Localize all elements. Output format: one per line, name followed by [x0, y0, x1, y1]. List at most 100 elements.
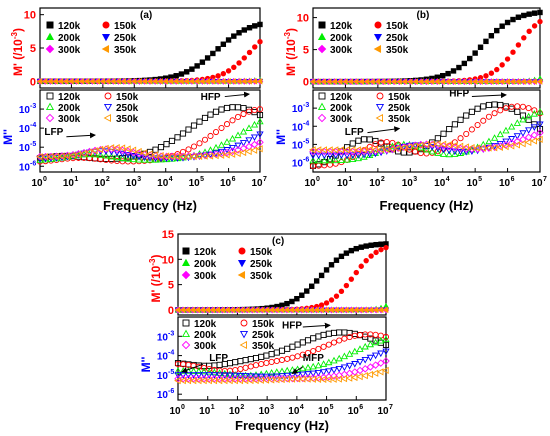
- bottom-legend-marker: [317, 102, 327, 111]
- bottom-point-150k: [315, 162, 322, 169]
- top-legend-label: 120k: [194, 247, 217, 258]
- bottom-point-120k: [355, 137, 362, 144]
- bottom-legend-marker: [182, 319, 190, 327]
- bottom-point-200k: [200, 367, 208, 375]
- top-point-120k: [318, 272, 325, 279]
- top-point-150k: [494, 66, 500, 73]
- top-point-150k: [225, 68, 232, 74]
- bottom-point-350k: [228, 150, 236, 158]
- bottom-point-200k: [96, 151, 105, 158]
- x-tick-label: 10: [531, 178, 543, 189]
- bottom-point-200k: [508, 122, 516, 130]
- bottom-point-200k: [502, 126, 510, 134]
- bottom-point-250k: [335, 365, 343, 373]
- bottom-point-150k: [531, 107, 538, 114]
- top-point-120k: [363, 243, 369, 249]
- bottom-point-120k: [232, 359, 239, 366]
- top-legend-marker: [373, 44, 382, 54]
- bottom-point-200k: [239, 127, 248, 135]
- bottom-point-250k: [124, 151, 132, 159]
- bottom-point-120k: [196, 118, 203, 125]
- bottom-legend-label: 200k: [330, 103, 353, 114]
- bottom-point-300k: [250, 140, 259, 149]
- x-tick-label: 10: [337, 178, 349, 189]
- bottom-point-150k: [315, 345, 322, 353]
- bottom-point-200k: [304, 363, 312, 371]
- bottom-point-250k: [221, 372, 229, 380]
- x-tick-label: 10: [199, 406, 211, 417]
- bottom-point-250k: [299, 371, 307, 379]
- bottom-point-150k: [294, 353, 301, 360]
- top-legend-marker: [101, 44, 110, 54]
- bottom-point-350k: [513, 141, 520, 149]
- bottom-legend-marker: [181, 329, 191, 337]
- top-legend-label: 300k: [330, 45, 353, 56]
- bottom-legend-marker: [239, 340, 248, 350]
- bottom-legend-marker: [375, 113, 383, 123]
- bottom-point-300k: [239, 144, 248, 153]
- annotation-hfp: HFP: [282, 321, 302, 332]
- x-tick-exponent: 0: [316, 176, 320, 183]
- bottom-point-200k: [330, 356, 338, 364]
- bottom-point-200k: [107, 152, 116, 160]
- bottom-point-150k: [330, 339, 338, 346]
- top-legend-marker: [237, 259, 247, 268]
- bottom-y-tick-label: 10: [292, 122, 304, 133]
- bottom-point-120k: [247, 356, 254, 363]
- bottom-point-200k: [371, 338, 380, 346]
- top-legend-label: 250k: [114, 33, 137, 44]
- bottom-point-120k: [201, 114, 209, 121]
- bottom-point-250k: [525, 127, 533, 134]
- bottom-point-250k: [456, 148, 465, 156]
- bottom-point-300k: [513, 137, 522, 146]
- top-legend-marker: [45, 32, 55, 41]
- top-legend-marker: [46, 21, 54, 29]
- x-tick-exponent: 0: [43, 176, 47, 183]
- bottom-legend-marker: [375, 103, 385, 112]
- bottom-point-150k: [321, 162, 328, 169]
- top-y-axis-label-tail: ): [11, 28, 25, 32]
- bottom-point-150k: [310, 347, 317, 355]
- bottom-point-120k: [315, 333, 322, 340]
- bottom-point-300k: [536, 129, 544, 137]
- top-point-150k: [348, 276, 355, 282]
- bottom-point-350k: [212, 152, 219, 160]
- top-legend-marker: [317, 44, 327, 54]
- bottom-point-150k: [491, 110, 498, 117]
- x-tick-label: 10: [377, 406, 389, 417]
- bottom-point-350k: [366, 370, 374, 379]
- bottom-point-250k: [451, 148, 459, 156]
- bottom-point-200k: [340, 352, 349, 360]
- top-legend-marker: [374, 21, 382, 29]
- top-point-150k: [373, 249, 379, 256]
- bottom-legend-marker: [181, 340, 191, 350]
- bottom-y-tick-exponent: -3: [30, 103, 36, 110]
- bottom-point-200k: [536, 108, 544, 115]
- bottom-point-200k: [434, 149, 442, 156]
- bottom-y-tick-exponent: -4: [303, 120, 309, 127]
- bottom-point-200k: [309, 156, 317, 164]
- bottom-point-150k: [207, 132, 214, 140]
- bottom-point-120k: [463, 112, 470, 119]
- bottom-point-350k: [217, 151, 225, 159]
- x-tick-label: 10: [499, 178, 511, 189]
- bottom-point-200k: [519, 115, 527, 123]
- bottom-point-150k: [463, 130, 470, 137]
- bottom-legend-label: 150k: [116, 92, 139, 103]
- bottom-point-350k: [496, 143, 503, 151]
- bottom-point-120k: [190, 122, 198, 129]
- top-point-120k: [488, 33, 495, 39]
- bottom-point-350k: [450, 141, 458, 150]
- bottom-point-120k: [372, 137, 379, 145]
- bottom-y-tick-exponent: -5: [30, 141, 36, 148]
- bottom-legend-marker: [240, 319, 248, 327]
- annotation-arrow: [66, 132, 96, 139]
- top-point-120k: [241, 27, 247, 33]
- bottom-legend-label: 250k: [252, 330, 275, 341]
- bottom-point-250k: [247, 373, 255, 380]
- top-legend-label: 350k: [114, 45, 137, 56]
- bottom-point-250k: [283, 372, 291, 380]
- annotation-arrow: [471, 92, 507, 99]
- bottom-point-120k: [310, 335, 317, 342]
- x-tick-label: 10: [220, 178, 232, 189]
